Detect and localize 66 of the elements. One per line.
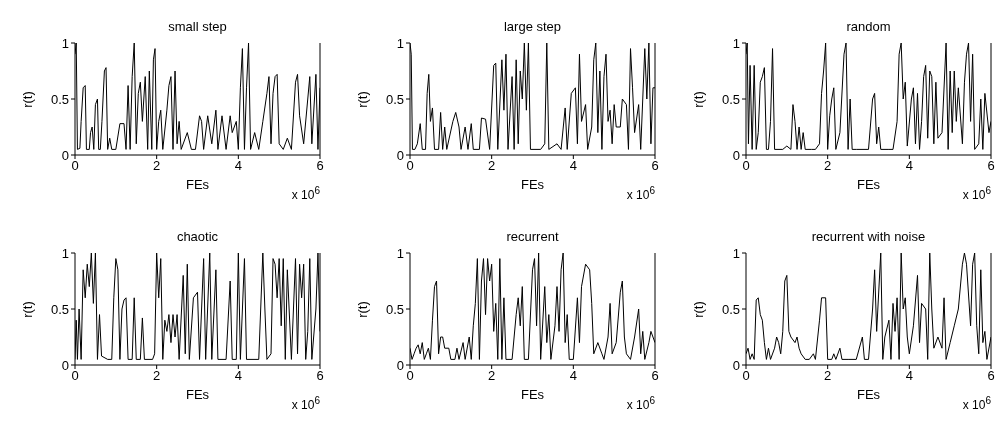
- x-tick-label: 2: [488, 368, 496, 384]
- x-axis-title: FEs: [520, 387, 545, 402]
- text: x 10$^{6}$: [962, 185, 991, 202]
- x-axis-title: FEs: [520, 177, 545, 192]
- text: x 10$^{6}$: [626, 185, 655, 202]
- chart-title: chaotic: [175, 229, 220, 244]
- y-tick-label: 1: [396, 245, 404, 261]
- y-tick-label: 0.5: [50, 91, 69, 107]
- y-tick-label: 1: [396, 35, 404, 51]
- chart-title: large step: [502, 19, 563, 34]
- y-tick-label: 0: [61, 357, 69, 373]
- x-tick-label: 2: [824, 368, 832, 384]
- x-tick-label: 2: [153, 368, 161, 384]
- y-tick-label: 0: [396, 357, 404, 373]
- y-axis-title: r(t): [19, 90, 35, 108]
- y-axis-title: r(t): [354, 300, 370, 318]
- x-axis-title: FEs: [185, 387, 210, 402]
- chart-title: small step: [167, 19, 228, 34]
- x-tick-label: 6: [987, 158, 995, 174]
- x-axis-title: FEs: [856, 387, 881, 402]
- x-tick-label: 0: [71, 368, 79, 384]
- x-tick-label: 0: [406, 158, 414, 174]
- x-tick-label: 2: [153, 158, 161, 174]
- y-tick-label: 0.5: [50, 301, 69, 317]
- y-tick-label: 0: [732, 357, 740, 373]
- x-tick-label: 6: [316, 368, 324, 384]
- y-tick-label: 0.5: [385, 301, 404, 317]
- y-tick-label: 0: [396, 147, 404, 163]
- y-tick-label: 1: [732, 245, 740, 261]
- chart-title: recurrent with noise: [810, 229, 927, 244]
- y-tick-label: 1: [61, 35, 69, 51]
- x-tick-label: 2: [488, 158, 496, 174]
- y-tick-label: 0.5: [721, 301, 740, 317]
- x-tick-label: 0: [742, 158, 750, 174]
- y-axis-title: r(t): [690, 90, 706, 108]
- x-tick-label: 6: [987, 368, 995, 384]
- text: x 10$^{6}$: [962, 395, 991, 412]
- y-tick-label: 1: [61, 245, 69, 261]
- x-tick-label: 0: [406, 368, 414, 384]
- chart-title: recurrent: [505, 229, 560, 244]
- x-tick-label: 6: [316, 158, 324, 174]
- y-tick-label: 0.5: [385, 91, 404, 107]
- x-tick-label: 0: [71, 158, 79, 174]
- x-tick-label: 4: [905, 158, 913, 174]
- x-tick-label: 6: [651, 368, 659, 384]
- text: x 10$^{6}$: [626, 395, 655, 412]
- x-tick-label: 6: [651, 158, 659, 174]
- chart-title: random: [845, 19, 892, 34]
- x-tick-label: 4: [905, 368, 913, 384]
- y-tick-label: 1: [732, 35, 740, 51]
- x-tick-label: 4: [234, 158, 242, 174]
- y-axis-title: r(t): [19, 300, 35, 318]
- y-tick-label: 0: [61, 147, 69, 163]
- x-tick-label: 4: [569, 368, 577, 384]
- x-tick-label: 0: [742, 368, 750, 384]
- x-tick-label: 4: [569, 158, 577, 174]
- y-tick-label: 0: [732, 147, 740, 163]
- x-axis-title: FEs: [185, 177, 210, 192]
- y-axis-title: r(t): [690, 300, 706, 318]
- text: x 10$^{6}$: [291, 185, 320, 202]
- x-tick-label: 2: [824, 158, 832, 174]
- y-axis-title: r(t): [354, 90, 370, 108]
- y-tick-label: 0.5: [721, 91, 740, 107]
- text: x 10$^{6}$: [291, 395, 320, 412]
- x-axis-title: FEs: [856, 177, 881, 192]
- x-tick-label: 4: [234, 368, 242, 384]
